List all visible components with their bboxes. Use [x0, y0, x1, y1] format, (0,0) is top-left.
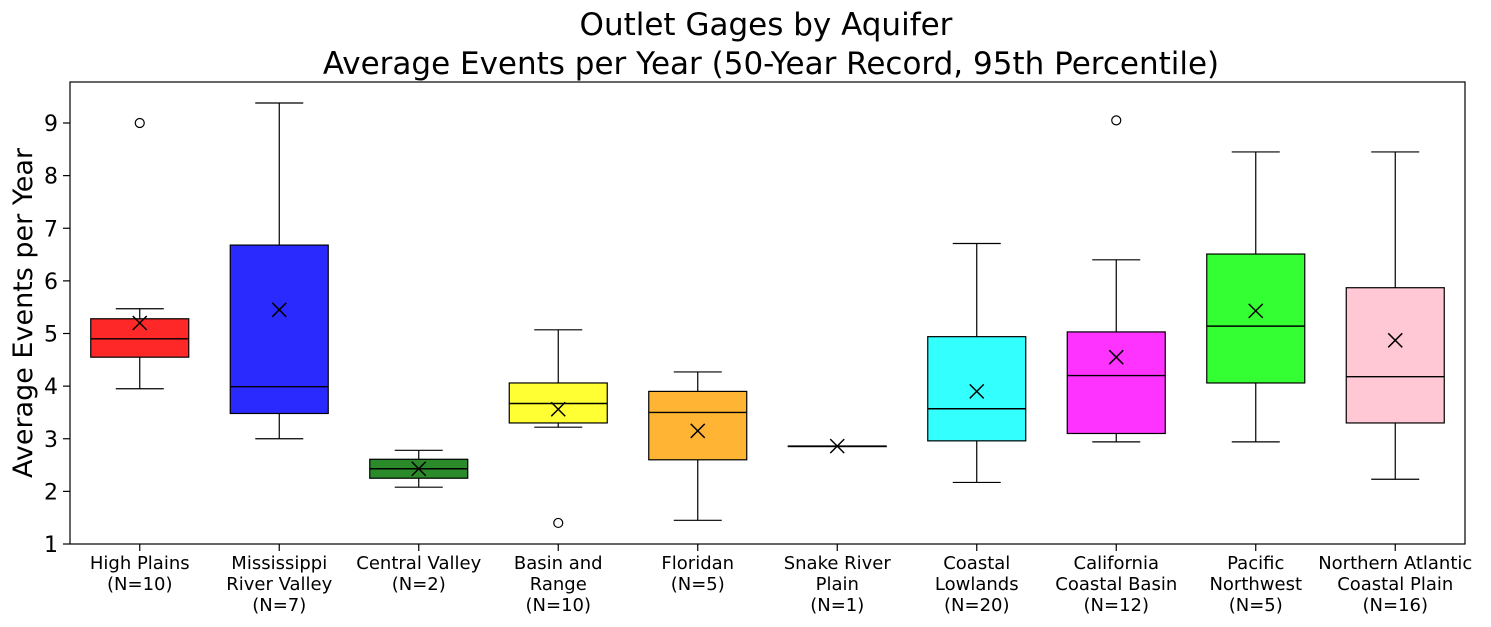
x-tick-label: Snake River Plain (N=1): [784, 553, 892, 616]
box-iqr: [927, 336, 1027, 442]
x-tick-label: Basin and Range (N=10): [514, 553, 603, 616]
box-7: [927, 242, 1027, 484]
box-iqr: [1345, 287, 1445, 424]
box-4: [508, 329, 608, 529]
box-10: [1345, 151, 1445, 480]
mean-marker: [132, 315, 148, 331]
box-8: [1066, 115, 1166, 443]
x-tick-label: Mississippi River Valley (N=7): [226, 553, 332, 616]
y-tick-label: 7: [44, 217, 58, 242]
outlier-point: [134, 117, 145, 129]
x-tick-label: Pacific Northwest (N=5): [1209, 553, 1302, 616]
mean-marker: [550, 401, 566, 417]
mean-marker: [969, 383, 985, 399]
box-iqr: [648, 390, 748, 461]
y-axis: 1 2 3 4 5 6 7 8 9: [44, 112, 70, 558]
mean-marker: [829, 438, 845, 454]
x-tick-label: Northern Atlantic Coastal Plain (N=16): [1318, 553, 1472, 616]
box-iqr: [229, 244, 329, 415]
mean-marker: [1108, 349, 1124, 365]
x-axis-labels: High Plains (N=10) Mississippi River Valley…: [90, 544, 1472, 616]
box-iqr: [90, 318, 190, 358]
x-tick-label: Coastal Lowlands (N=20): [935, 553, 1019, 616]
y-axis-label: Average Events per Year: [8, 147, 39, 478]
plot-frame: [69, 81, 1466, 545]
outlier-point: [1111, 115, 1122, 126]
box-2: [229, 102, 329, 440]
box-5: [648, 371, 748, 521]
x-tick-label: High Plains (N=10): [90, 553, 190, 595]
chart-subtitle: Average Events per Year (50-Year Record,…: [323, 46, 1219, 82]
y-tick-label: 9: [44, 112, 58, 137]
mean-marker: [271, 302, 287, 318]
x-tick-label: Central Valley (N=2): [356, 553, 481, 595]
y-tick-label: 4: [44, 375, 58, 400]
box-6: [787, 438, 887, 454]
box-1: [90, 117, 190, 390]
mean-marker: [1387, 332, 1403, 348]
y-tick-label: 6: [44, 270, 58, 295]
mean-marker: [690, 423, 706, 439]
box-iqr: [1066, 331, 1166, 435]
chart-title: Outlet Gages by Aquifer: [580, 7, 953, 43]
x-tick-label: California Coastal Basin (N=12): [1055, 553, 1177, 616]
x-tick-label: Floridan (N=5): [661, 553, 734, 595]
mean-marker: [411, 461, 427, 477]
y-tick-label: 2: [44, 480, 58, 505]
y-tick-label: 8: [44, 165, 58, 190]
mean-marker: [1248, 303, 1264, 319]
y-tick-label: 5: [44, 323, 58, 348]
box-9: [1206, 151, 1306, 443]
outlier-point: [553, 517, 564, 529]
y-tick-label: 3: [44, 428, 58, 453]
y-tick-label: 1: [44, 533, 58, 558]
box-3: [369, 449, 469, 488]
box-iqr: [1206, 253, 1306, 384]
box-plot-group: [90, 102, 1445, 529]
